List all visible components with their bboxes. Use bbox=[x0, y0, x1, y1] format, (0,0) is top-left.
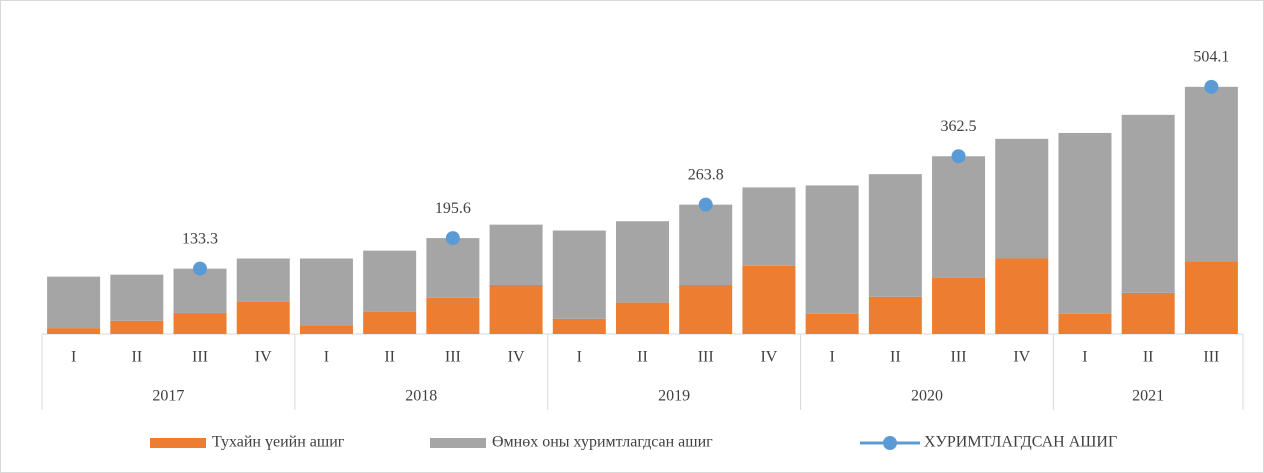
legend-label: Тухайн үеийн ашиг bbox=[212, 434, 345, 451]
bar-segment bbox=[236, 301, 290, 334]
group-label: 2020 bbox=[911, 388, 943, 405]
legend-marker bbox=[883, 436, 897, 450]
bar-segment bbox=[363, 250, 417, 312]
legend-swatch bbox=[150, 438, 206, 448]
group-label: 2021 bbox=[1132, 388, 1164, 405]
line-marker bbox=[1204, 79, 1219, 94]
data-label: 133.3 bbox=[182, 230, 218, 247]
line-marker bbox=[445, 231, 460, 246]
bar-segment bbox=[679, 284, 733, 334]
bar-segment bbox=[110, 320, 164, 334]
bar-segment bbox=[552, 318, 606, 334]
bar-segment bbox=[1121, 114, 1175, 293]
bar-segment bbox=[805, 185, 859, 314]
bar-segment bbox=[47, 276, 101, 329]
legend-label: ХУРИМТЛАГДСАН АШИГ bbox=[924, 434, 1117, 451]
bar-segment bbox=[1121, 292, 1175, 334]
x-tick-label: I bbox=[324, 349, 329, 366]
bar-segment bbox=[805, 313, 859, 334]
data-label: 263.8 bbox=[688, 166, 724, 183]
bar-segment bbox=[868, 174, 922, 297]
x-tick-label: III bbox=[445, 349, 461, 366]
bar-segment bbox=[932, 277, 986, 334]
x-tick-label: I bbox=[829, 349, 834, 366]
bar-segment bbox=[47, 328, 101, 334]
bar-segment bbox=[489, 284, 543, 334]
x-tick-label: I bbox=[1082, 349, 1087, 366]
bar-segment bbox=[489, 224, 543, 285]
bar-segment bbox=[236, 258, 290, 302]
x-tick-label: IV bbox=[508, 349, 525, 366]
group-label: 2019 bbox=[658, 388, 690, 405]
x-tick-label: I bbox=[71, 349, 76, 366]
bar-segment bbox=[299, 325, 353, 334]
data-label: 362.5 bbox=[941, 118, 977, 135]
bar-segment bbox=[1184, 261, 1238, 334]
bar-segment bbox=[1058, 313, 1112, 334]
bar-segment bbox=[995, 258, 1049, 334]
x-tick-label: IV bbox=[1013, 349, 1030, 366]
x-tick-label: II bbox=[1143, 349, 1154, 366]
x-tick-label: II bbox=[131, 349, 142, 366]
bar-segment bbox=[552, 230, 606, 319]
x-tick-label: III bbox=[1203, 349, 1219, 366]
bar-segment bbox=[616, 302, 669, 334]
line-marker bbox=[951, 149, 966, 164]
x-tick-label: IV bbox=[760, 349, 777, 366]
bar-segment bbox=[868, 296, 922, 334]
group-label: 2017 bbox=[152, 388, 184, 405]
bar-segment bbox=[742, 265, 796, 334]
data-label: 195.6 bbox=[435, 200, 471, 217]
bar-segment bbox=[1184, 86, 1238, 262]
legend-label: Өмнөх оны хуримтлагдсан ашиг bbox=[492, 434, 713, 451]
data-label: 504.1 bbox=[1193, 49, 1229, 66]
line-marker bbox=[193, 261, 208, 276]
x-tick-label: II bbox=[890, 349, 901, 366]
bar-segment bbox=[742, 187, 796, 266]
x-tick-label: III bbox=[951, 349, 967, 366]
bar-segment bbox=[363, 311, 417, 334]
bar-segment bbox=[299, 258, 353, 326]
line-marker bbox=[698, 197, 713, 212]
bar-segment bbox=[173, 312, 227, 334]
bar-segment bbox=[932, 156, 986, 278]
bar-segment bbox=[1058, 132, 1112, 314]
bar-segment bbox=[426, 297, 480, 334]
bar-segment bbox=[426, 238, 480, 298]
group-label: 2018 bbox=[405, 388, 437, 405]
x-tick-label: IV bbox=[255, 349, 272, 366]
x-tick-label: II bbox=[384, 349, 395, 366]
x-tick-label: I bbox=[577, 349, 582, 366]
bar-segment bbox=[173, 268, 227, 313]
bar-segment bbox=[616, 221, 669, 303]
x-tick-label: III bbox=[192, 349, 208, 366]
bar-segment bbox=[679, 204, 733, 285]
bar-segment bbox=[110, 274, 164, 321]
bar-segment bbox=[995, 138, 1049, 259]
x-tick-label: II bbox=[637, 349, 648, 366]
legend-swatch bbox=[430, 438, 486, 448]
x-tick-label: III bbox=[698, 349, 714, 366]
